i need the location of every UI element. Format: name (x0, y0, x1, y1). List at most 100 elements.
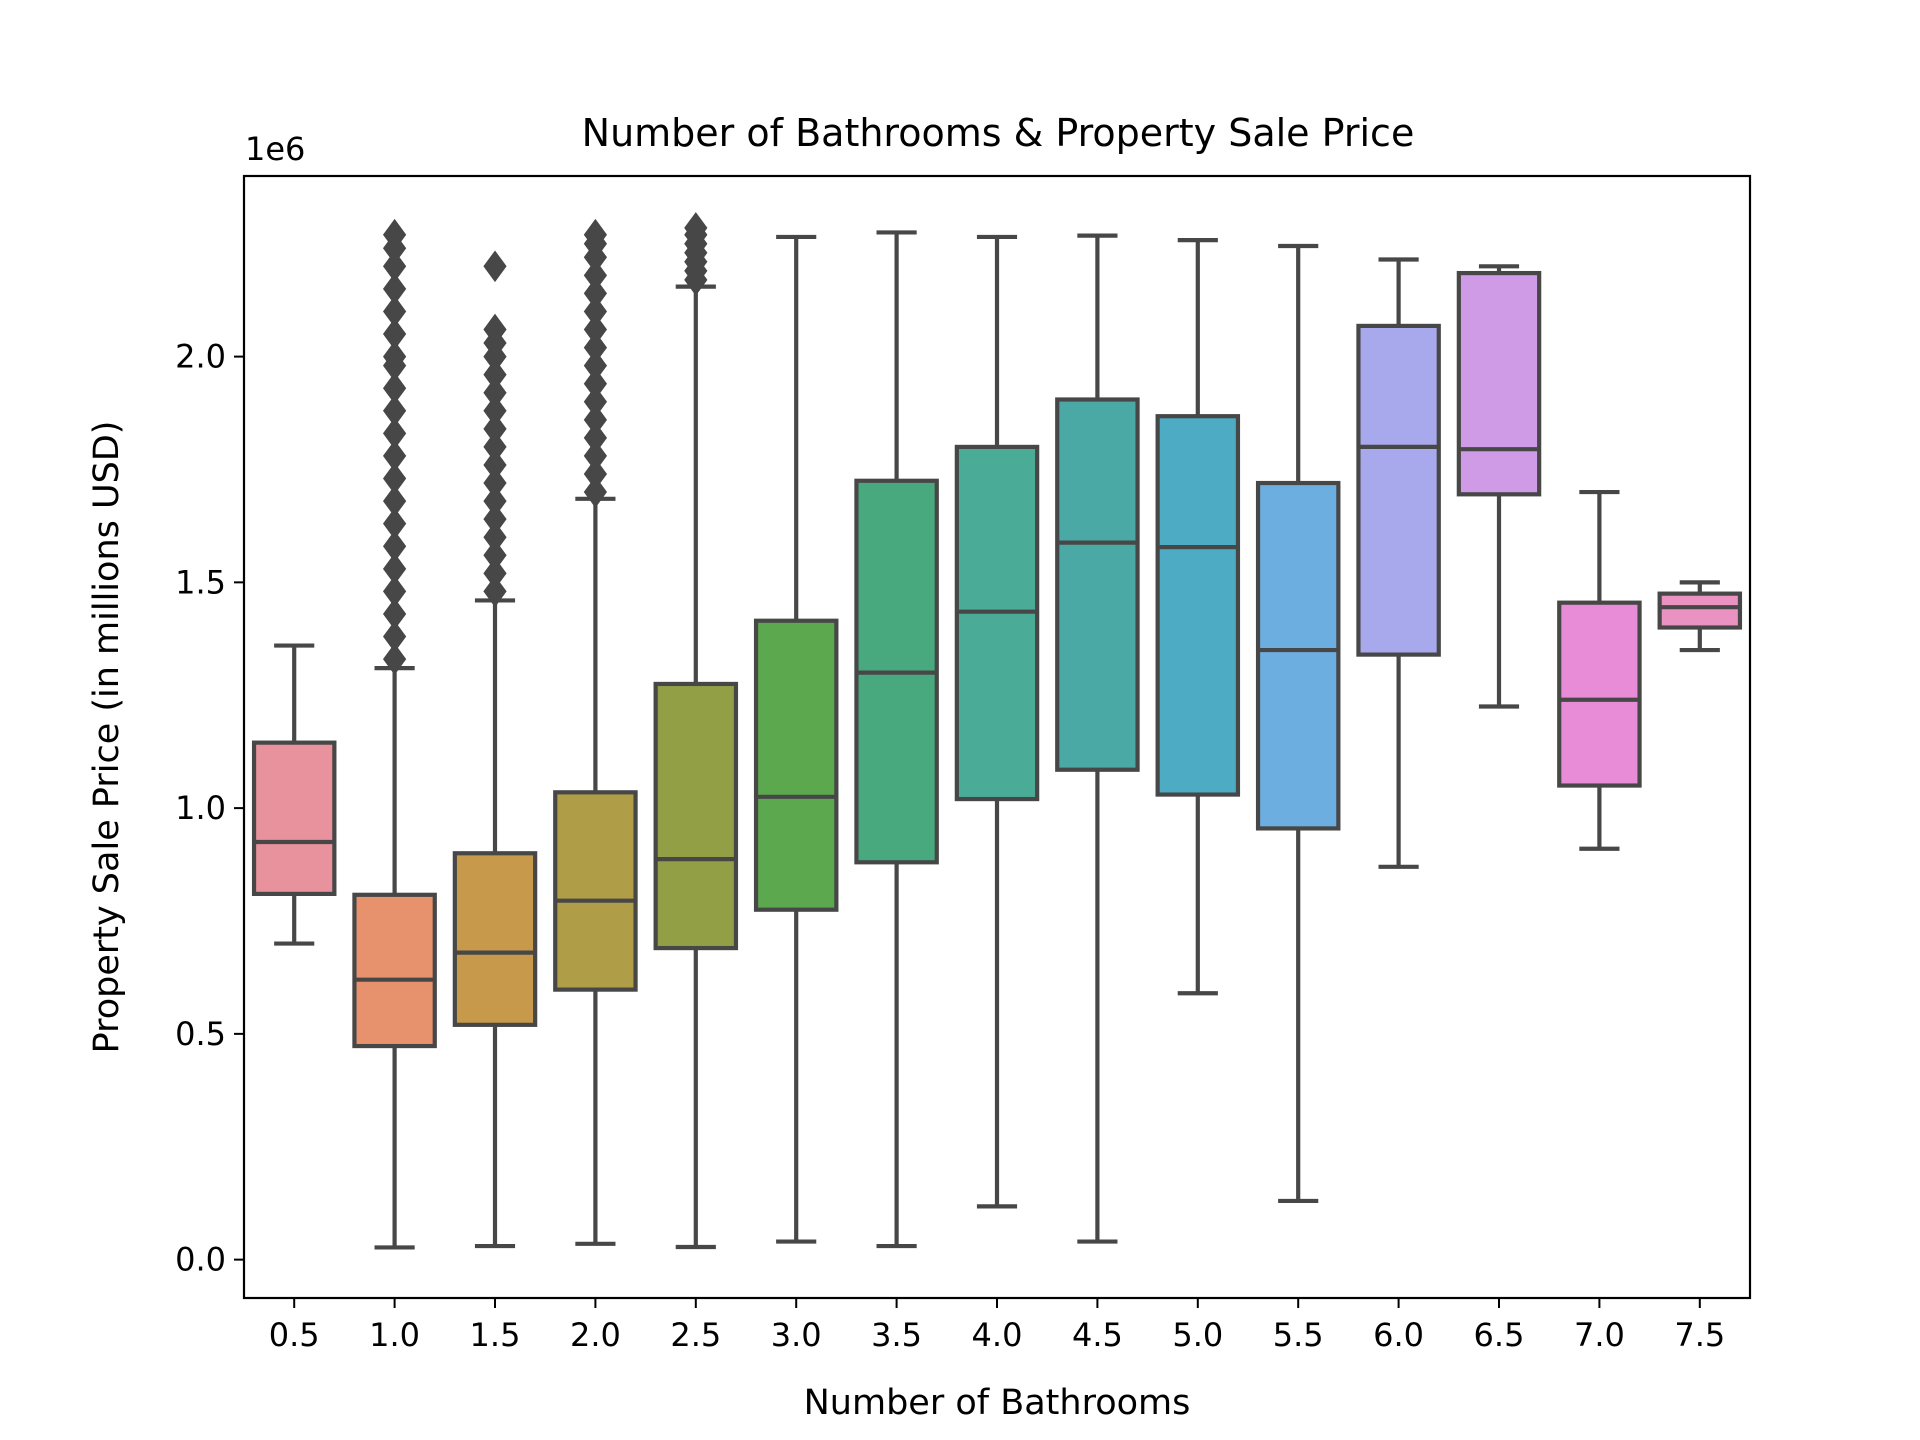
outlier-point (583, 313, 608, 346)
x-tick-label: 6.0 (1373, 1316, 1424, 1354)
box-group-5.0 (1155, 238, 1241, 996)
box-group-1.0 (352, 218, 437, 1250)
x-tick-label: 7.5 (1674, 1316, 1725, 1354)
y-offset-label: 1e6 (245, 130, 305, 168)
outlier-point (583, 277, 608, 310)
box-iqr (1456, 270, 1542, 497)
box-group-6.0 (1356, 257, 1441, 869)
outlier-point (382, 295, 407, 328)
outlier-point (583, 403, 608, 436)
x-tick-label: 3.5 (871, 1316, 922, 1354)
y-tick-label: 0.0 (175, 1241, 226, 1279)
outlier-point (382, 620, 407, 653)
box-group-6.5 (1456, 264, 1542, 709)
outlier-point (382, 643, 407, 675)
outlier-point (483, 557, 507, 590)
box-group-2.5 (653, 212, 739, 1250)
outlier-point (382, 340, 407, 373)
outlier-point (483, 412, 507, 445)
box-iqr (452, 851, 538, 1027)
y-tick-label: 1.0 (175, 789, 226, 827)
outlier-point (583, 440, 608, 472)
outlier-point (583, 422, 608, 454)
box-group-0.5 (251, 643, 337, 946)
outlier-point (483, 575, 507, 608)
box-iqr (1557, 600, 1642, 788)
outlier-point (382, 273, 407, 305)
x-tick-label: 0.5 (269, 1316, 320, 1354)
box-iqr (352, 892, 437, 1049)
chart-title: Number of Bathrooms & Property Sale Pric… (582, 111, 1415, 155)
outlier-point (382, 417, 407, 450)
outlier-point (483, 521, 507, 554)
x-tick-label: 5.5 (1273, 1316, 1324, 1354)
outlier-point (483, 539, 507, 572)
x-tick-label: 3.0 (771, 1316, 822, 1354)
outlier-point (382, 485, 407, 517)
outlier-point (583, 476, 608, 508)
y-tick-label: 0.5 (175, 1015, 226, 1053)
outlier-point (583, 259, 608, 292)
outlier-point (583, 385, 608, 418)
outlier-point (483, 358, 507, 391)
outlier-point (382, 552, 407, 585)
outlier-point (382, 507, 407, 540)
outlier-point (483, 431, 507, 463)
box-iqr (1155, 414, 1241, 797)
box-group-2.0 (553, 218, 638, 1246)
box-iqr (1255, 480, 1341, 831)
x-tick-label: 1.5 (470, 1316, 521, 1354)
box-iqr (553, 790, 638, 992)
outlier-point (382, 598, 407, 630)
outlier-point (382, 372, 407, 405)
outlier-point (684, 212, 708, 244)
outlier-point (583, 218, 608, 251)
outlier-point (382, 218, 407, 251)
box-group-3.5 (854, 230, 939, 1249)
box-iqr (753, 618, 839, 912)
box-group-5.5 (1255, 243, 1341, 1204)
box-iqr (251, 740, 337, 896)
box-iqr (1055, 397, 1140, 772)
box-group-1.5 (452, 250, 538, 1249)
outlier-point (483, 503, 507, 535)
box-group-4.5 (1055, 233, 1140, 1244)
outlier-point (382, 462, 407, 495)
box-iqr (653, 681, 739, 951)
box-group-3.0 (753, 234, 839, 1244)
x-tick-label: 4.5 (1072, 1316, 1123, 1354)
outlier-point (483, 485, 507, 517)
x-axis-label: Number of Bathrooms (804, 1383, 1191, 1423)
x-tick-label: 6.5 (1474, 1316, 1525, 1354)
outlier-point (382, 394, 407, 427)
outlier-point (483, 313, 507, 346)
outlier-point (583, 367, 608, 400)
outlier-point (583, 331, 608, 364)
y-tick-label: 2.0 (175, 338, 226, 376)
x-tick-label: 2.5 (670, 1316, 721, 1354)
x-tick-label: 2.0 (570, 1316, 621, 1354)
plot-area (251, 212, 1743, 1250)
outlier-point (483, 394, 507, 427)
x-tick-label: 4.0 (972, 1316, 1023, 1354)
outlier-point (382, 530, 407, 563)
outlier-point (483, 250, 507, 283)
box-iqr (1356, 323, 1441, 657)
x-tick-label: 5.0 (1172, 1316, 1223, 1354)
x-tick-label: 7.0 (1574, 1316, 1625, 1354)
outlier-point (583, 458, 608, 490)
box-iqr (1657, 591, 1743, 630)
outlier-point (382, 250, 407, 283)
box-iqr (954, 444, 1040, 802)
box-group-4.0 (954, 234, 1040, 1209)
outlier-point (483, 467, 507, 499)
outlier-point (583, 349, 608, 382)
outlier-point (382, 575, 407, 608)
outlier-point (483, 376, 507, 409)
outlier-point (583, 295, 608, 328)
box-group-7.5 (1657, 580, 1743, 653)
y-tick-label: 1.5 (175, 563, 226, 601)
box-group-7.0 (1557, 489, 1642, 851)
axis-ticks: 0.0 0.5 1.0 1.5 2.0 0.5 1.0 1.5 2.0 2.5 3.0 3.5 4.0 4… (175, 338, 1725, 1354)
